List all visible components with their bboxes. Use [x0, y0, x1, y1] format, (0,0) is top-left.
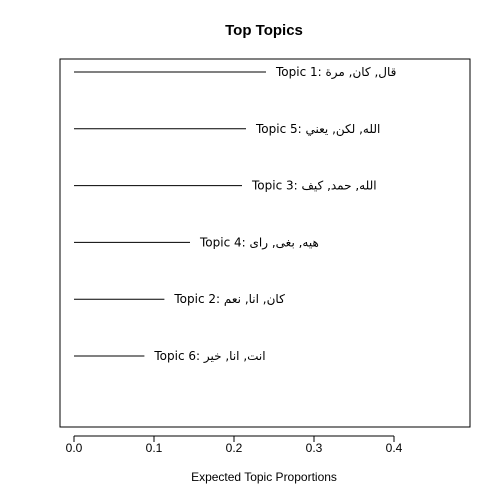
- bar-label-3: Topic 3: الله, حمد, كيف: [251, 179, 377, 193]
- x-tick-label-1: 0.1: [146, 441, 163, 455]
- chart-title: Top Topics: [225, 22, 303, 39]
- bar-group: Topic 1: قال, كان, مرة Topic 5: الله, لكن…: [74, 65, 396, 364]
- bar-label-6: Topic 6: انت, انا, خير: [153, 349, 265, 364]
- x-tick-label-3: 0.3: [306, 441, 323, 455]
- bar-label-4: Topic 4: هيه, بغى, راى: [199, 235, 319, 250]
- bar-label-2: Topic 5: الله, لكن, يعني: [255, 122, 380, 137]
- x-axis: 0.0 0.1 0.2 0.3 0.4: [66, 436, 403, 455]
- bar-label-1: Topic 1: قال, كان, مرة: [275, 65, 396, 80]
- bar-label-5: Topic 2: كان, انا, نعم: [173, 292, 285, 306]
- x-tick-label-4: 0.4: [386, 441, 403, 455]
- x-tick-label-0: 0.0: [66, 441, 83, 455]
- x-axis-label: Expected Topic Proportions: [191, 470, 337, 484]
- x-tick-label-2: 0.2: [226, 441, 243, 455]
